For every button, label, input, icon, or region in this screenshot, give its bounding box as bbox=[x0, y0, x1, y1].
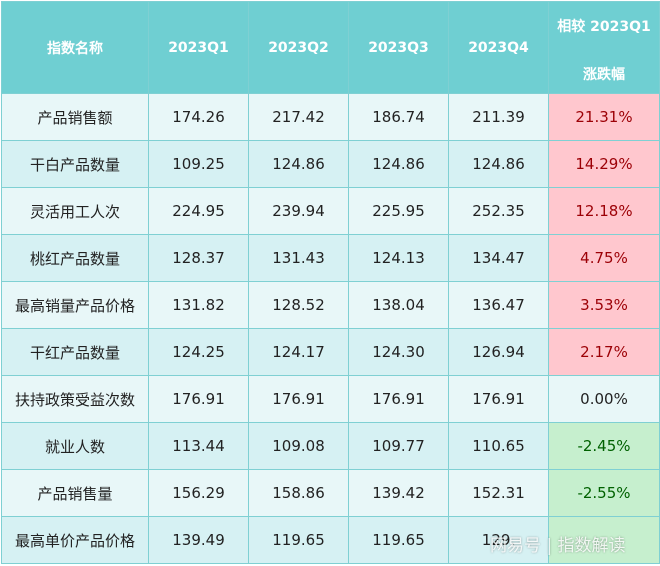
row-change-cell: 0.00% bbox=[548, 375, 660, 423]
table-body: 产品销售额 174.26 217.42 186.74 211.39 21.31% 干白产品数… bbox=[1, 93, 660, 564]
table-row: 干白产品数量 109.25 124.86 124.86 124.86 14.29% bbox=[1, 140, 660, 188]
header-q4: 2023Q4 bbox=[448, 1, 549, 94]
row-q2-cell: 239.94 bbox=[248, 187, 349, 235]
row-q3-cell: 119.65 bbox=[348, 516, 449, 564]
row-change-cell: 14.29% bbox=[548, 140, 660, 188]
row-name-cell: 最高销量产品价格 bbox=[1, 281, 149, 329]
row-q2-cell: 131.43 bbox=[248, 234, 349, 282]
row-change-cell: 3.53% bbox=[548, 281, 660, 329]
row-change-cell: -2.55% bbox=[548, 469, 660, 517]
row-q1-cell: 124.25 bbox=[148, 328, 249, 376]
row-q3-cell: 139.42 bbox=[348, 469, 449, 517]
row-name-cell: 就业人数 bbox=[1, 422, 149, 470]
table-row: 产品销售量 156.29 158.86 139.42 152.31 -2.55% bbox=[1, 469, 660, 517]
row-q2-cell: 124.86 bbox=[248, 140, 349, 188]
row-change-cell: 2.17% bbox=[548, 328, 660, 376]
table-row: 桃红产品数量 128.37 131.43 124.13 134.47 4.75% bbox=[1, 234, 660, 282]
row-name-cell: 灵活用工人次 bbox=[1, 187, 149, 235]
header-index-name: 指数名称 bbox=[1, 1, 149, 94]
row-q4-cell: 176.91 bbox=[448, 375, 549, 423]
table-row: 扶持政策受益次数 176.91 176.91 176.91 176.91 0.00% bbox=[1, 375, 660, 423]
row-q2-cell: 158.86 bbox=[248, 469, 349, 517]
header-change: 相较 2023Q1 涨跌幅 bbox=[548, 1, 660, 94]
table-row: 就业人数 113.44 109.08 109.77 110.65 -2.45% bbox=[1, 422, 660, 470]
row-q2-cell: 124.17 bbox=[248, 328, 349, 376]
row-q4-cell: 136.47 bbox=[448, 281, 549, 329]
row-q1-cell: 109.25 bbox=[148, 140, 249, 188]
row-q3-cell: 186.74 bbox=[348, 93, 449, 141]
header-q1: 2023Q1 bbox=[148, 1, 249, 94]
row-q3-cell: 124.86 bbox=[348, 140, 449, 188]
table-row: 干红产品数量 124.25 124.17 124.30 126.94 2.17% bbox=[1, 328, 660, 376]
table-row: 最高单价产品价格 139.49 119.65 119.65 129. bbox=[1, 516, 660, 564]
row-q4-cell: 129. bbox=[448, 516, 549, 564]
row-name-cell: 干红产品数量 bbox=[1, 328, 149, 376]
row-q4-cell: 126.94 bbox=[448, 328, 549, 376]
row-q4-cell: 134.47 bbox=[448, 234, 549, 282]
row-q1-cell: 176.91 bbox=[148, 375, 249, 423]
row-q1-cell: 131.82 bbox=[148, 281, 249, 329]
header-q3: 2023Q3 bbox=[348, 1, 449, 94]
row-change-cell: 21.31% bbox=[548, 93, 660, 141]
row-name-cell: 桃红产品数量 bbox=[1, 234, 149, 282]
row-q3-cell: 225.95 bbox=[348, 187, 449, 235]
row-q4-cell: 211.39 bbox=[448, 93, 549, 141]
row-change-cell: 12.18% bbox=[548, 187, 660, 235]
table-row: 产品销售额 174.26 217.42 186.74 211.39 21.31% bbox=[1, 93, 660, 141]
row-name-cell: 产品销售额 bbox=[1, 93, 149, 141]
row-q2-cell: 217.42 bbox=[248, 93, 349, 141]
row-name-cell: 干白产品数量 bbox=[1, 140, 149, 188]
row-q4-cell: 252.35 bbox=[448, 187, 549, 235]
row-q3-cell: 124.30 bbox=[348, 328, 449, 376]
row-q3-cell: 109.77 bbox=[348, 422, 449, 470]
row-q1-cell: 128.37 bbox=[148, 234, 249, 282]
row-q2-cell: 128.52 bbox=[248, 281, 349, 329]
header-change-line1: 相较 2023Q1 bbox=[557, 19, 651, 35]
row-q2-cell: 119.65 bbox=[248, 516, 349, 564]
watermark: 网易号 | 指数解读 bbox=[490, 536, 626, 556]
row-change-cell: 4.75% bbox=[548, 234, 660, 282]
row-q1-cell: 139.49 bbox=[148, 516, 249, 564]
table-row: 最高销量产品价格 131.82 128.52 138.04 136.47 3.53% bbox=[1, 281, 660, 329]
header-q2: 2023Q2 bbox=[248, 1, 349, 94]
row-change-cell: -2.45% bbox=[548, 422, 660, 470]
table-row: 灵活用工人次 224.95 239.94 225.95 252.35 12.18% bbox=[1, 187, 660, 235]
header-row: 指数名称 2023Q1 2023Q2 2023Q3 2023Q4 相较 2023… bbox=[1, 1, 660, 94]
row-q4-cell: 110.65 bbox=[448, 422, 549, 470]
row-name-cell: 扶持政策受益次数 bbox=[1, 375, 149, 423]
row-q1-cell: 224.95 bbox=[148, 187, 249, 235]
row-name-cell: 最高单价产品价格 bbox=[1, 516, 149, 564]
row-q3-cell: 176.91 bbox=[348, 375, 449, 423]
row-change-cell bbox=[548, 516, 660, 564]
header-change-line2: 涨跌幅 bbox=[583, 67, 625, 83]
row-q2-cell: 176.91 bbox=[248, 375, 349, 423]
row-q1-cell: 113.44 bbox=[148, 422, 249, 470]
row-q3-cell: 138.04 bbox=[348, 281, 449, 329]
row-name-cell: 产品销售量 bbox=[1, 469, 149, 517]
row-q4-cell: 152.31 bbox=[448, 469, 549, 517]
row-q3-cell: 124.13 bbox=[348, 234, 449, 282]
row-q1-cell: 174.26 bbox=[148, 93, 249, 141]
row-q1-cell: 156.29 bbox=[148, 469, 249, 517]
row-q2-cell: 109.08 bbox=[248, 422, 349, 470]
row-q4-cell: 124.86 bbox=[448, 140, 549, 188]
